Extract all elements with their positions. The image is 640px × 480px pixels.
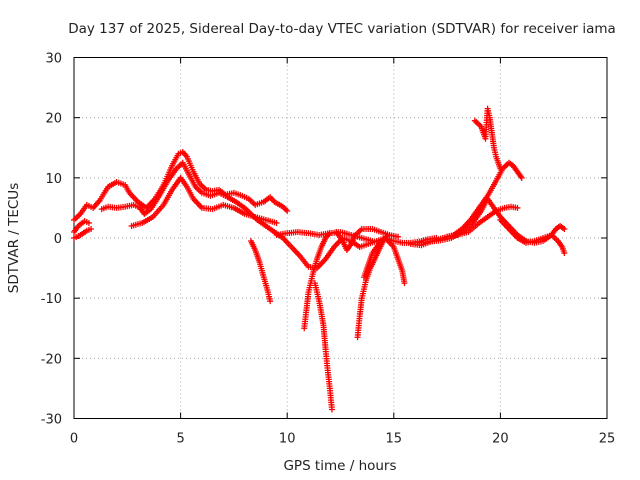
x-axis-ticks: 0 5 10 15 20 25 <box>70 57 616 447</box>
series-sat-b <box>98 159 440 272</box>
series-sat-c <box>71 218 92 235</box>
series-sat-e <box>128 174 280 229</box>
series-sat-h <box>301 230 333 332</box>
data-point <box>284 207 291 214</box>
data-point <box>88 225 95 232</box>
data-point <box>395 233 402 240</box>
data-point <box>326 230 333 237</box>
y-tick-label: -30 <box>41 413 62 428</box>
y-tick-label: -20 <box>41 352 62 367</box>
series-sat-f <box>247 238 274 305</box>
x-tick-label: 10 <box>279 432 296 447</box>
y-tick-label: 10 <box>45 172 62 187</box>
data-point <box>561 250 568 257</box>
series-sat-q <box>497 216 568 257</box>
x-tick-label: 20 <box>492 432 509 447</box>
data-point <box>282 206 289 213</box>
data-point <box>514 204 521 211</box>
grid-lines <box>74 57 607 419</box>
series-sat-i <box>311 280 335 413</box>
series-sat-g <box>273 228 376 245</box>
series-sat-p <box>471 105 504 172</box>
series-sat-l <box>360 235 408 287</box>
data-point <box>518 174 525 181</box>
data-point <box>273 219 280 226</box>
data-point <box>369 238 376 245</box>
data-point <box>384 231 391 238</box>
chart-title: Day 137 of 2025, Sidereal Day-to-day VTE… <box>68 21 616 37</box>
x-tick-label: 0 <box>70 432 78 447</box>
data-point <box>85 219 92 226</box>
data-point <box>497 165 504 172</box>
data-point <box>267 298 274 305</box>
y-tick-label: -10 <box>41 292 62 307</box>
data-points <box>71 105 568 413</box>
data-point <box>401 280 408 287</box>
x-tick-label: 5 <box>176 432 184 447</box>
y-tick-label: 20 <box>45 112 62 127</box>
data-point <box>561 225 568 232</box>
x-axis-label: GPS time / hours <box>283 458 396 474</box>
series-sat-d <box>71 225 95 241</box>
y-axis-label: SDTVAR / TECUs <box>6 183 22 293</box>
series-sat-j <box>333 225 402 254</box>
series-sat-o <box>444 203 521 240</box>
x-tick-label: 25 <box>599 432 616 447</box>
data-point <box>328 406 335 413</box>
x-tick-label: 15 <box>386 432 403 447</box>
y-axis-ticks: -30 -20 -10 0 10 20 30 <box>41 52 607 428</box>
y-tick-label: 30 <box>45 52 62 67</box>
y-tick-label: 0 <box>54 232 62 247</box>
